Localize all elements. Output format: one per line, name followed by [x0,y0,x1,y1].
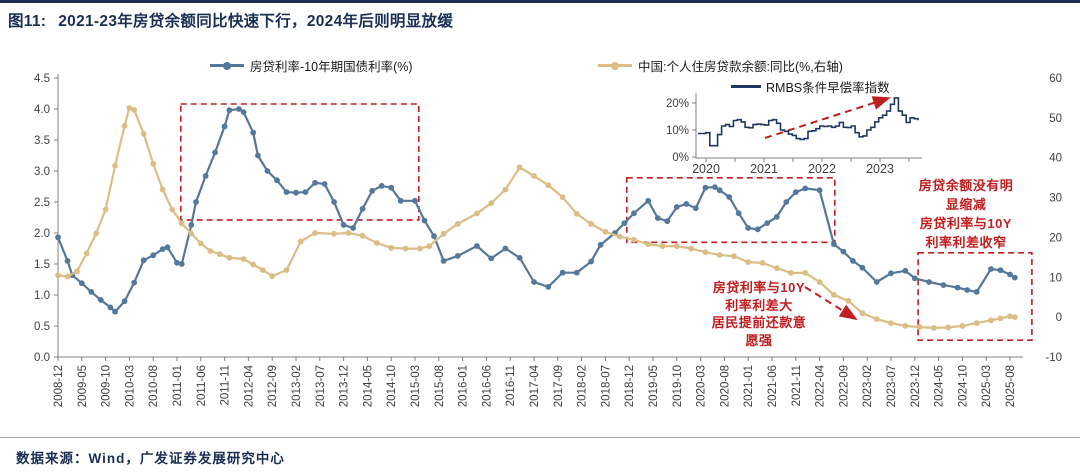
svg-text:2020: 2020 [692,162,720,176]
figure-title-text: 2021-23年房贷余额同比快速下行，2024年后则明显放缓 [58,13,454,30]
svg-text:2008-12: 2008-12 [53,365,65,407]
svg-text:4.5: 4.5 [34,73,50,85]
svg-text:2013-02: 2013-02 [291,365,303,407]
legend-spread: 房贷利率-10年期国债利率(%) [210,56,413,75]
annotation-line: 房贷余额没有明 [918,178,1014,193]
svg-text:2017-04: 2017-04 [529,364,541,407]
svg-text:2023-07: 2023-07 [886,365,898,407]
svg-text:2019-05: 2019-05 [648,365,660,407]
annotation-line: 利率利差大 [725,297,793,313]
annotation-line: 房贷利率与10Y [919,216,1013,231]
svg-text:2010-03: 2010-03 [124,365,136,407]
svg-text:0.0: 0.0 [34,352,50,364]
svg-text:3.5: 3.5 [34,135,50,147]
svg-text:2025-08: 2025-08 [1005,365,1017,407]
svg-text:2020-03: 2020-03 [696,365,708,407]
legend-spread-label: 房贷利率-10年期国债利率(%) [250,60,413,74]
svg-text:2017-09: 2017-09 [553,365,565,407]
svg-text:2018-02: 2018-02 [577,365,589,407]
svg-text:2021-01: 2021-01 [743,365,755,407]
svg-text:2015-03: 2015-03 [410,365,422,407]
svg-text:0: 0 [1056,312,1062,324]
svg-text:20%: 20% [666,98,689,110]
svg-text:10%: 10% [666,125,689,137]
svg-text:2025-03: 2025-03 [981,365,993,407]
svg-text:2022-09: 2022-09 [838,365,850,407]
svg-text:2021-11: 2021-11 [791,365,803,406]
svg-text:2016-06: 2016-06 [481,365,493,407]
svg-text:0.5: 0.5 [34,321,50,333]
svg-text:2023-02: 2023-02 [862,365,874,407]
svg-text:2012-09: 2012-09 [267,365,279,407]
svg-text:2012-04: 2012-04 [243,364,255,407]
svg-text:4.0: 4.0 [34,104,50,116]
svg-text:2014-10: 2014-10 [386,365,398,407]
svg-text:2018-12: 2018-12 [624,365,636,407]
legend-balance-swatch-line-dot-icon [598,61,632,70]
svg-text:2024-10: 2024-10 [957,365,969,407]
annotation-line: 利率利差收窄 [925,235,1007,250]
svg-text:2016-01: 2016-01 [458,365,470,407]
svg-text:2016-11: 2016-11 [505,365,517,406]
legend-rmbs-swatch-line-icon [731,85,761,88]
svg-text:2023: 2023 [866,162,894,176]
figure-title: 图11: 2021-23年房贷余额同比快速下行，2024年后则明显放缓 [8,9,453,31]
svg-text:2022-04: 2022-04 [815,364,827,407]
svg-text:2013-12: 2013-12 [339,365,351,407]
annotation-line: 愿强 [745,332,773,348]
svg-text:30: 30 [1049,193,1062,205]
svg-text:1.5: 1.5 [34,259,50,271]
source-footer: 数据来源：Wind，广发证券发展研究中心 [0,437,1080,472]
svg-text:2024-05: 2024-05 [934,365,946,407]
svg-text:1.0: 1.0 [34,290,50,302]
legend-rmbs-label: RMBS条件早偿率指数 [766,81,890,95]
svg-text:2011-06: 2011-06 [196,365,208,406]
annotation-narrow-spread-balance: 房贷余额没有明 显缩减 房贷利率与10Y 利率利差收窄 [903,176,1029,252]
top-divider [0,0,1080,3]
svg-text:40: 40 [1049,153,1062,165]
svg-text:2009-10: 2009-10 [101,365,113,407]
svg-text:2011-11: 2011-11 [220,365,232,406]
svg-text:2019-10: 2019-10 [672,365,684,407]
svg-text:2015-08: 2015-08 [434,365,446,407]
svg-text:10: 10 [1049,272,1062,284]
svg-text:2009-05: 2009-05 [77,365,89,407]
legend-balance: 中国:个人住房贷款余额:同比(%,右轴) [598,56,843,75]
legend-balance-label: 中国:个人住房贷款余额:同比(%,右轴) [638,60,843,74]
svg-text:-10: -10 [1045,352,1062,364]
annotation-line: 居民提前还款意 [711,315,807,330]
svg-text:2013-07: 2013-07 [315,365,327,407]
annotation-wide-spread-prepayment: 房贷利率与10Y 利率利差大 居民提前还款意 愿强 [694,279,824,349]
svg-text:50: 50 [1049,113,1062,125]
annotation-line: 房贷利率与10Y [712,280,806,295]
svg-text:2010-08: 2010-08 [148,365,160,407]
svg-text:20: 20 [1049,232,1062,244]
svg-text:2021-06: 2021-06 [767,365,779,407]
legend-rmbs: RMBS条件早偿率指数 [731,77,890,96]
svg-text:60: 60 [1049,73,1062,85]
svg-text:2014-05: 2014-05 [362,365,374,407]
svg-text:2023-12: 2023-12 [910,365,922,407]
svg-text:2011-01: 2011-01 [172,365,184,406]
svg-text:2022: 2022 [808,162,836,176]
figure-number: 图11: [8,13,47,30]
svg-text:2.5: 2.5 [34,197,50,209]
svg-text:2.0: 2.0 [34,228,50,240]
legend-spread-swatch-line-dot-icon [210,61,244,70]
svg-text:0%: 0% [672,152,689,164]
data-source-text: 数据来源：Wind，广发证券发展研究中心 [16,451,285,466]
svg-text:2021: 2021 [750,162,778,176]
svg-text:2020-08: 2020-08 [719,365,731,407]
svg-text:2018-07: 2018-07 [600,365,612,407]
svg-text:3.0: 3.0 [34,166,50,178]
annotation-line: 显缩减 [945,197,987,212]
